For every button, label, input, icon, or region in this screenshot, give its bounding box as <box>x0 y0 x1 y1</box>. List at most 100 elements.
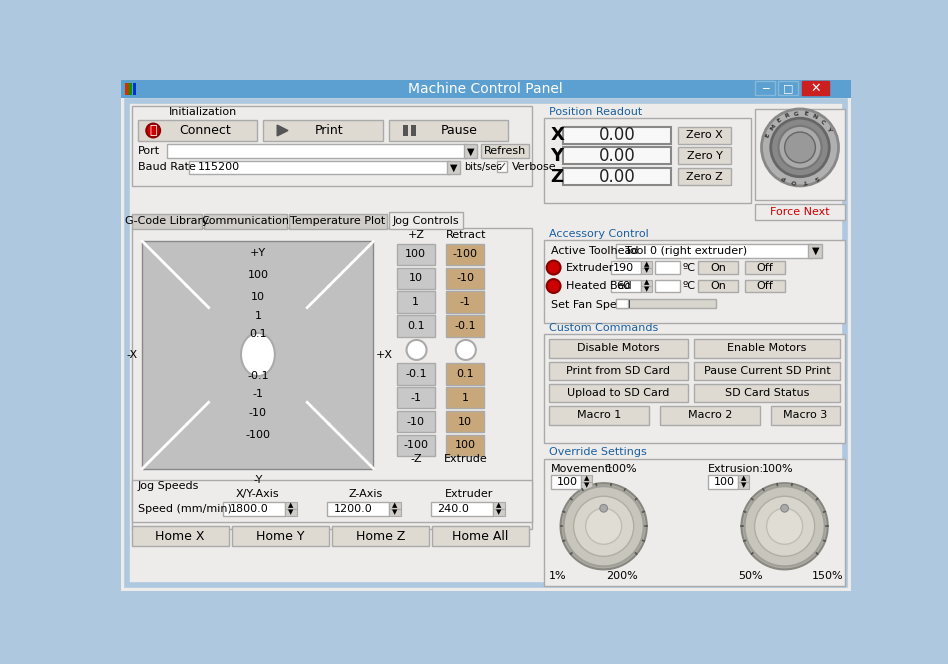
Bar <box>431 501 493 515</box>
Bar <box>285 501 298 509</box>
Text: ▼: ▼ <box>392 509 397 515</box>
Bar <box>679 168 731 185</box>
Bar <box>446 363 484 384</box>
Text: 100: 100 <box>556 477 577 487</box>
Text: Override Settings: Override Settings <box>549 448 647 457</box>
Text: Home Z: Home Z <box>356 530 405 542</box>
Bar <box>655 280 680 292</box>
Text: Extruder: Extruder <box>445 489 493 499</box>
Text: 1800.0: 1800.0 <box>229 503 268 513</box>
Bar <box>655 262 680 274</box>
Bar <box>389 509 401 515</box>
Bar <box>389 120 508 141</box>
Bar <box>738 482 749 489</box>
Bar <box>642 280 652 286</box>
Bar <box>166 264 351 446</box>
Text: +Z: +Z <box>408 230 425 240</box>
Text: Macro 2: Macro 2 <box>687 410 732 420</box>
Text: Off: Off <box>757 281 773 291</box>
Text: G-Code Library: G-Code Library <box>125 216 209 226</box>
Bar <box>699 280 738 292</box>
Text: 0.1: 0.1 <box>249 329 266 339</box>
Circle shape <box>781 505 789 512</box>
Bar <box>551 475 581 489</box>
Bar <box>411 125 416 136</box>
Bar <box>616 299 716 308</box>
Text: Accessory Control: Accessory Control <box>549 228 648 238</box>
Bar <box>802 81 830 95</box>
Text: ▼: ▼ <box>288 509 294 515</box>
Text: X/Y-Axis: X/Y-Axis <box>236 489 280 499</box>
Text: 1: 1 <box>462 392 468 402</box>
Circle shape <box>146 124 160 137</box>
Text: 115200: 115200 <box>198 163 240 173</box>
Text: Home Y: Home Y <box>256 530 304 542</box>
Bar <box>446 268 484 289</box>
Text: M: M <box>769 124 776 131</box>
Bar <box>642 286 652 292</box>
Text: □: □ <box>783 83 793 93</box>
Bar <box>129 83 133 95</box>
Circle shape <box>407 340 427 360</box>
Text: Set Fan Speed: Set Fan Speed <box>551 299 630 309</box>
Text: 100: 100 <box>714 477 735 487</box>
Bar <box>544 118 751 203</box>
Text: -0.1: -0.1 <box>247 371 268 381</box>
Text: ▼: ▼ <box>644 268 649 274</box>
Text: -X: -X <box>126 349 137 360</box>
Text: Home All: Home All <box>452 530 509 542</box>
Text: ºC: ºC <box>683 262 696 272</box>
Text: -100: -100 <box>452 250 478 260</box>
Text: Pause: Pause <box>441 124 478 137</box>
Bar <box>446 411 484 432</box>
Text: Upload to SD Card: Upload to SD Card <box>567 388 669 398</box>
Circle shape <box>778 126 822 169</box>
Bar <box>464 144 478 158</box>
Text: 1: 1 <box>412 297 419 307</box>
Bar <box>167 144 467 158</box>
Text: Port: Port <box>137 145 160 155</box>
Text: Initialization: Initialization <box>169 107 237 117</box>
Text: 190: 190 <box>612 262 633 272</box>
Bar <box>744 262 785 274</box>
Text: Z-Axis: Z-Axis <box>349 489 383 499</box>
Text: 1: 1 <box>254 311 262 321</box>
Text: T: T <box>803 178 809 184</box>
Ellipse shape <box>241 333 275 376</box>
Bar <box>544 334 845 443</box>
Bar <box>446 291 484 313</box>
Text: Movement:: Movement: <box>551 463 613 473</box>
Bar <box>447 161 461 175</box>
Text: 240.0: 240.0 <box>437 503 469 513</box>
Bar <box>694 384 840 402</box>
Text: Position Readout: Position Readout <box>549 107 642 117</box>
Text: On: On <box>710 262 726 272</box>
Bar <box>549 406 649 425</box>
Circle shape <box>761 109 839 186</box>
Bar <box>694 361 840 380</box>
Text: 100: 100 <box>406 250 427 260</box>
Bar <box>189 161 450 175</box>
Bar <box>744 280 785 292</box>
Text: ºC: ºC <box>683 281 696 291</box>
Circle shape <box>547 261 560 274</box>
Text: O: O <box>792 178 797 184</box>
Text: Refresh: Refresh <box>484 146 526 156</box>
Text: 150%: 150% <box>811 571 843 581</box>
Ellipse shape <box>755 496 814 556</box>
Text: Home X: Home X <box>155 530 205 542</box>
Polygon shape <box>277 125 288 136</box>
Text: Retract: Retract <box>446 230 486 240</box>
Text: Print from SD Card: Print from SD Card <box>566 366 670 376</box>
Text: 0.00: 0.00 <box>598 147 635 165</box>
Circle shape <box>456 340 476 360</box>
Text: Y: Y <box>551 147 564 165</box>
Bar <box>396 411 435 432</box>
Bar <box>616 244 812 258</box>
Text: ▲: ▲ <box>644 279 649 286</box>
Text: Connect: Connect <box>180 124 231 137</box>
Text: On: On <box>710 281 726 291</box>
Text: 0.1: 0.1 <box>456 369 474 379</box>
Text: SD Card Status: SD Card Status <box>724 388 809 398</box>
Text: Y: Y <box>826 126 832 133</box>
